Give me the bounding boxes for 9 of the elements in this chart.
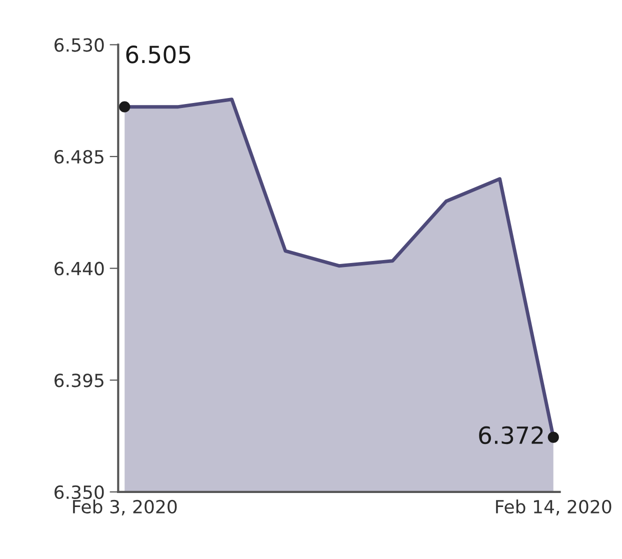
y-tick-label: 6.485 xyxy=(54,150,104,164)
y-tick-label: 6.530 xyxy=(54,38,104,52)
data-label: 6.372 xyxy=(479,426,543,444)
y-tick-label: 6.395 xyxy=(54,374,104,388)
y-tick-label: 6.350 xyxy=(54,485,104,500)
x-tick-label: Feb 14, 2020 xyxy=(496,500,612,516)
data-label: 6.505 xyxy=(126,46,190,64)
y-tick-label: 6.440 xyxy=(54,262,104,276)
x-tick-label: Feb 3, 2020 xyxy=(73,500,177,516)
